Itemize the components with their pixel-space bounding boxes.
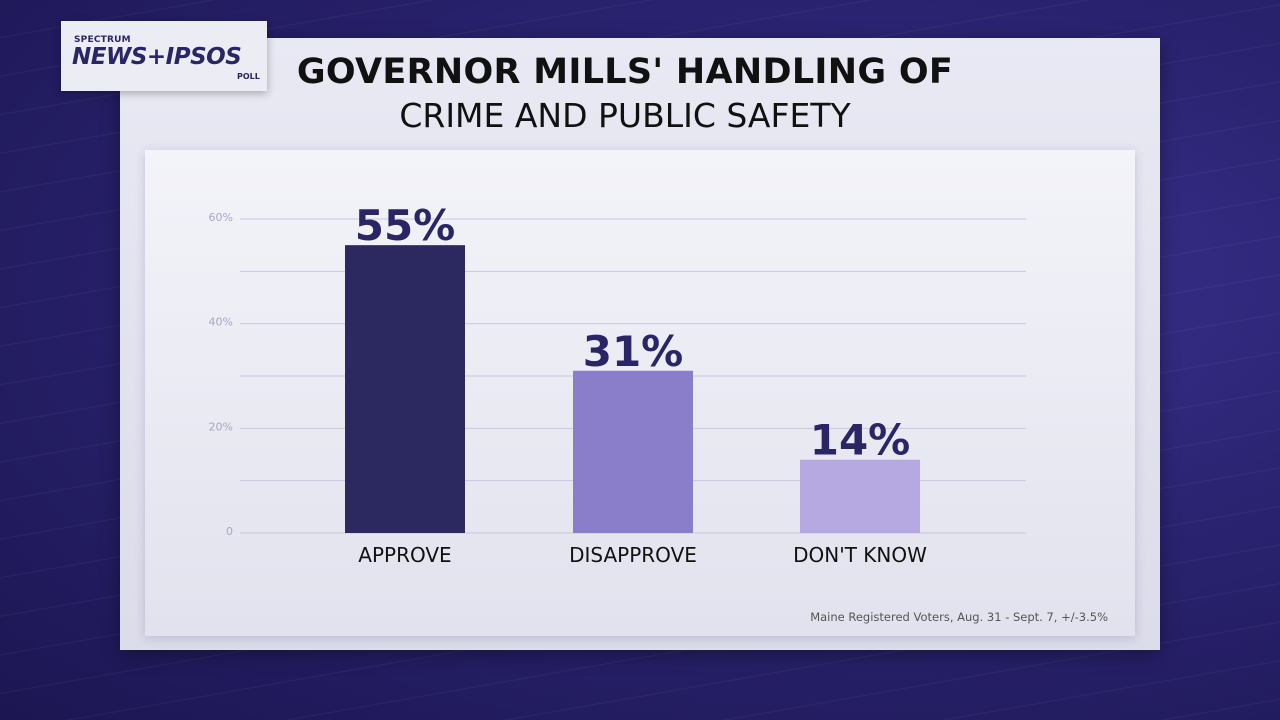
bar-approve: [345, 245, 465, 533]
y-tick-label: 20%: [209, 420, 233, 433]
source-note: Maine Registered Voters, Aug. 31 - Sept.…: [810, 610, 1108, 624]
logo-main-text: NEWS+IPSOS: [72, 44, 242, 70]
logo-small-text: SPECTRUM: [74, 35, 131, 45]
bar-value-label: 14%: [810, 416, 911, 465]
bar-don-t-know: [800, 459, 920, 533]
category-label: DON'T KNOW: [793, 543, 927, 567]
bar-value-label: 55%: [355, 201, 456, 250]
y-tick-label: 0: [226, 525, 233, 538]
bar-disapprove: [573, 370, 693, 533]
y-tick-label: 40%: [209, 316, 233, 329]
logo-poll-text: POLL: [237, 72, 260, 81]
category-label: DISAPPROVE: [569, 543, 697, 567]
category-label: APPROVE: [358, 543, 452, 567]
chart-title-line-1: GOVERNOR MILLS' HANDLING OF: [296, 52, 954, 92]
bar-value-label: 31%: [583, 327, 684, 376]
spectrum-news-ipsos-logo: SPECTRUM NEWS+IPSOS POLL: [61, 21, 267, 91]
chart-title-line-2: CRIME AND PUBLIC SAFETY: [399, 96, 851, 135]
y-tick-label: 60%: [209, 211, 233, 224]
